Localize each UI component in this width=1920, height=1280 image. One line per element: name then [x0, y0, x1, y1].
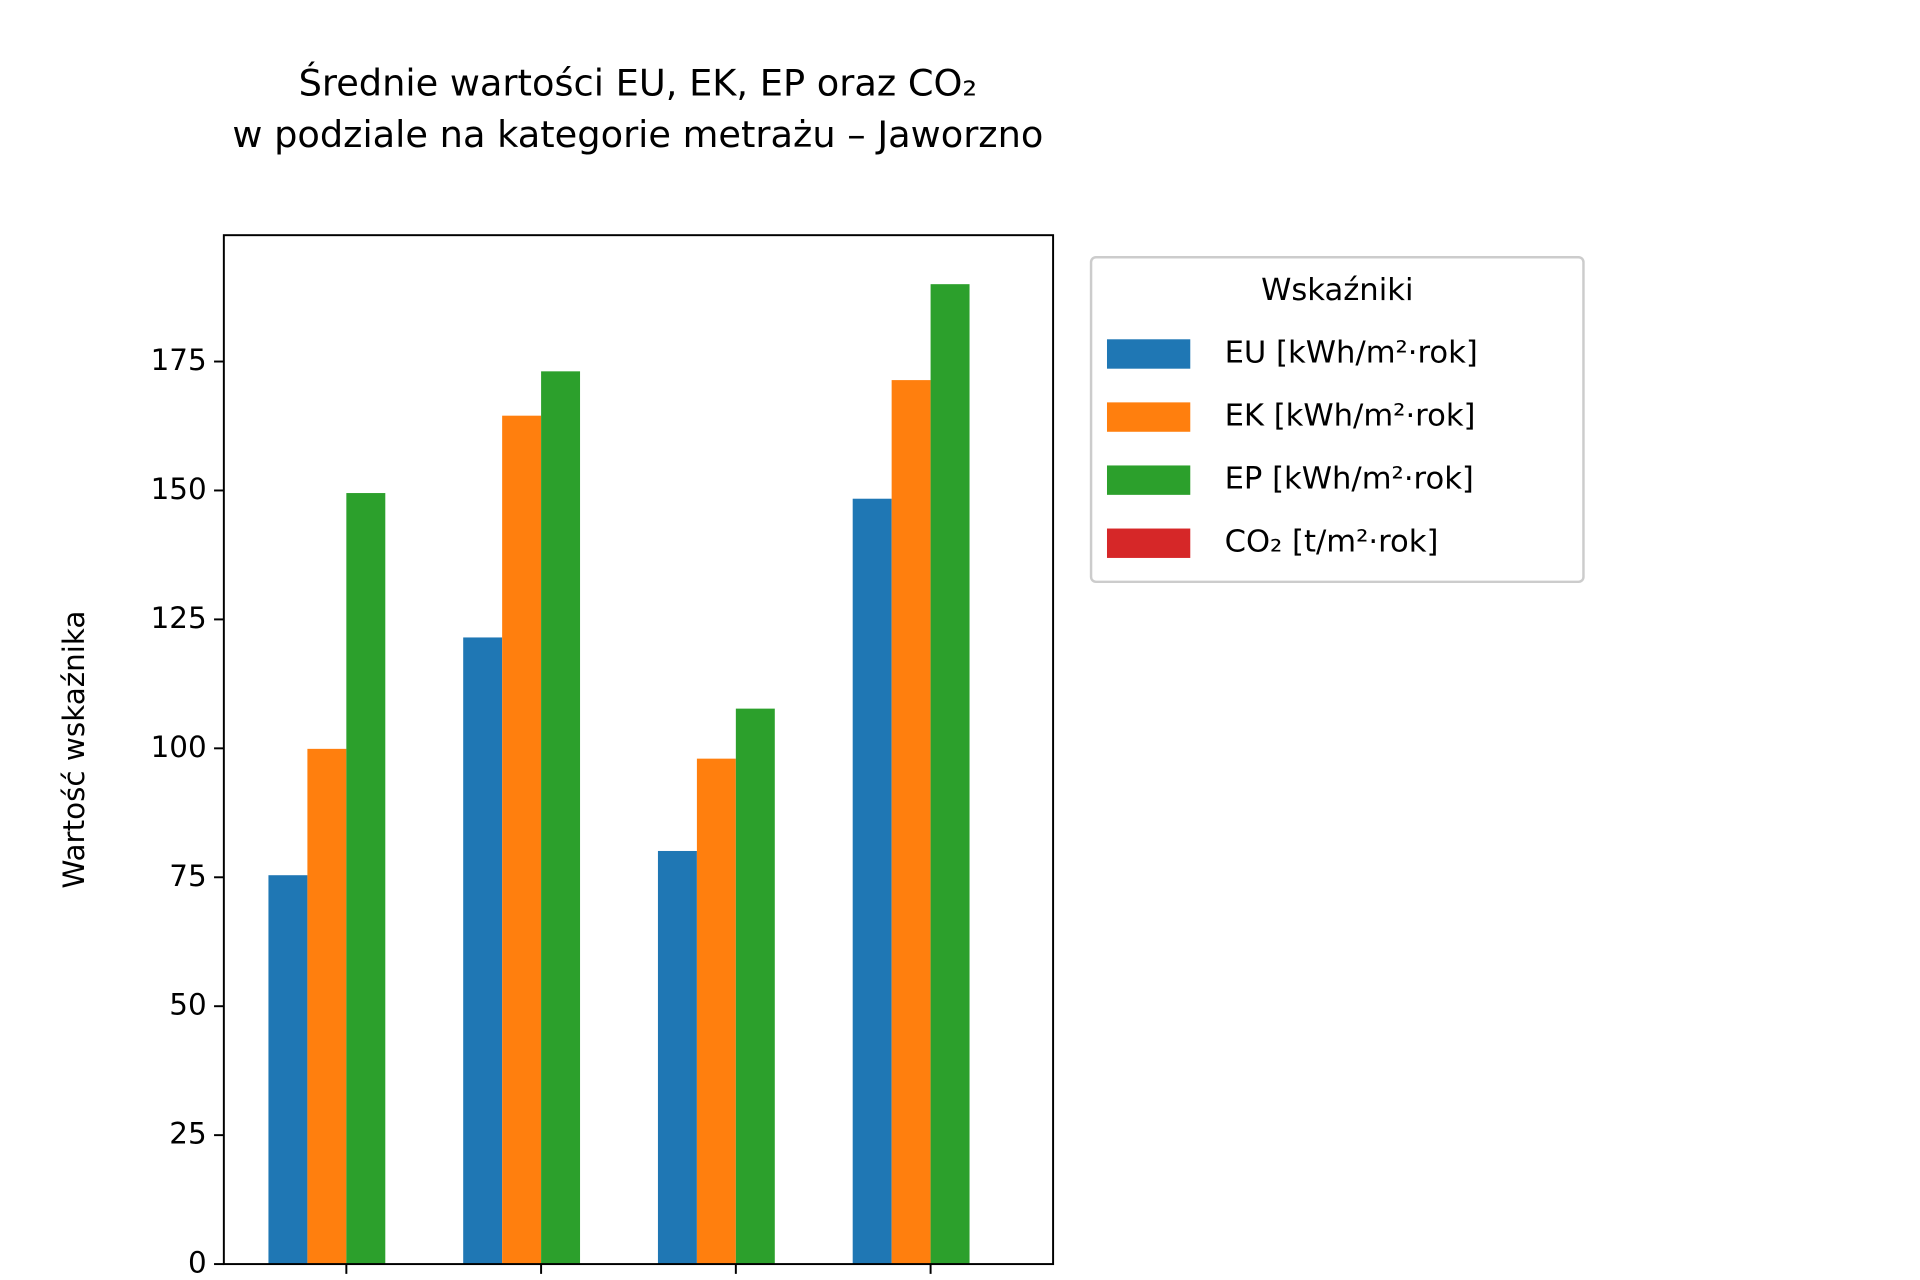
chart-title: Średnie wartości EU, EK, EP oraz CO₂ w po… [232, 61, 1043, 156]
legend-label: EK [kWh/m²·rok] [1225, 399, 1476, 434]
legend-label: EU [kWh/m²·rok] [1225, 335, 1478, 370]
y-tick-label: 100 [151, 730, 207, 764]
plot-frame [222, 234, 1055, 1266]
legend-title: Wskaźniki [1261, 273, 1413, 308]
y-tick-label: 125 [151, 601, 207, 635]
legend-box [1089, 256, 1585, 584]
legend-swatch [1106, 339, 1191, 369]
bar [307, 748, 347, 1265]
bar [930, 284, 970, 1265]
legend-swatch [1106, 465, 1191, 495]
y-tick-label: 50 [169, 988, 206, 1022]
bar [463, 637, 503, 1265]
y-axis-label: Wartość wskaźnika [57, 611, 91, 889]
bar [502, 415, 542, 1265]
bar [735, 708, 775, 1265]
legend-swatch [1106, 528, 1191, 558]
legend-label: CO₂ [t/m²·rok] [1225, 525, 1439, 560]
y-tick-label: 150 [151, 472, 207, 506]
bar [852, 498, 892, 1265]
bar [696, 758, 736, 1265]
bar [346, 493, 386, 1265]
bar [657, 850, 697, 1265]
bar [541, 371, 581, 1265]
y-tick-label: 0 [188, 1246, 207, 1280]
bar [268, 875, 308, 1265]
bar [891, 380, 931, 1265]
legend-label: EP [kWh/m²·rok] [1225, 462, 1474, 497]
y-tick-label: 25 [169, 1117, 206, 1151]
y-tick-label: 175 [151, 343, 207, 377]
y-tick-label: 75 [169, 859, 206, 893]
legend-swatch [1106, 402, 1191, 432]
